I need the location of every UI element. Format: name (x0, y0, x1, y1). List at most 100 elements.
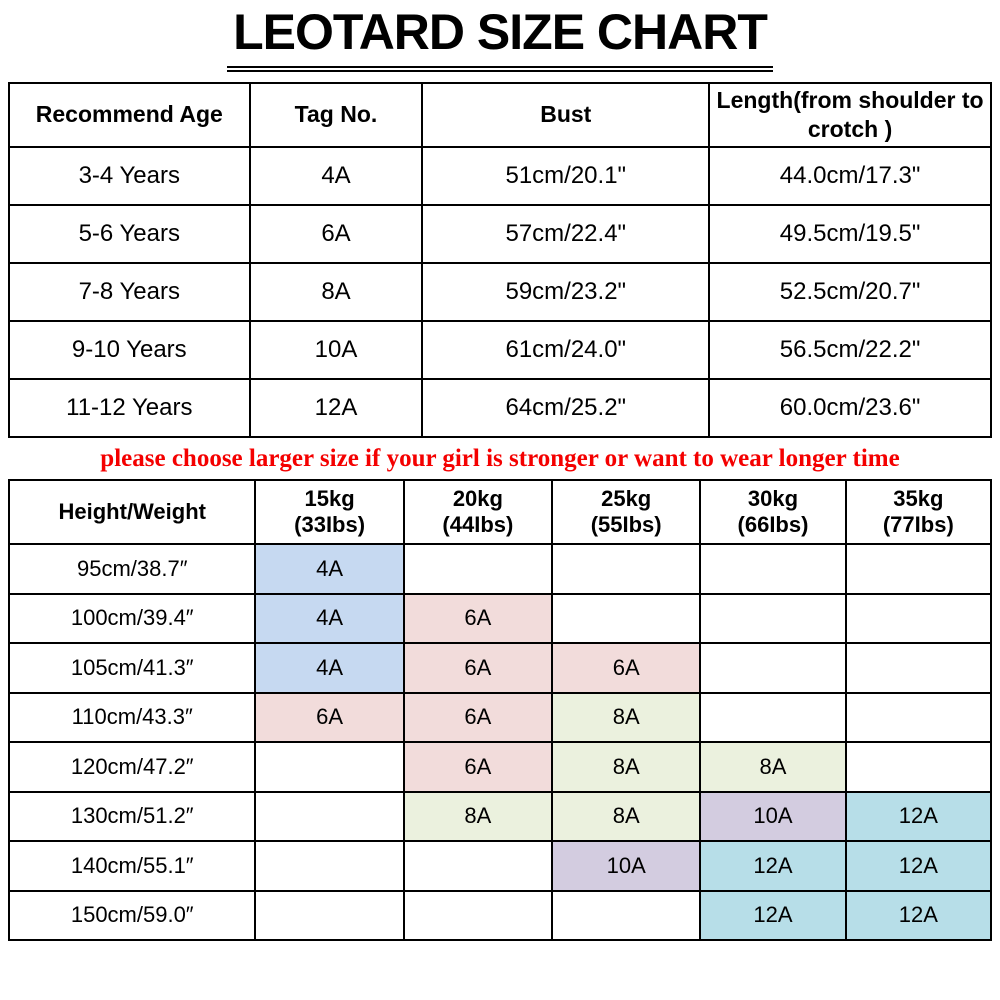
size-cell: 11-12 Years (8, 377, 251, 438)
matrix-cell-8a: 8A (551, 741, 702, 793)
header-height-weight: Height/Weight (7, 479, 257, 545)
matrix-cell-8a: 8A (551, 790, 702, 842)
weight-header: 30kg (66Ibs) (699, 479, 847, 545)
matrix-cell-6a: 6A (254, 691, 405, 743)
size-table-row: 7-8 Years 8A 59cm/23.2" 52.5cm/20.7" (8, 261, 992, 322)
size-cell: 12A (248, 377, 424, 438)
matrix-cell-6a: 6A (402, 741, 554, 793)
matrix-cell-empty (699, 691, 847, 743)
matrix-cell-empty (699, 592, 847, 644)
size-table-row: 3-4 Years 4A 51cm/20.1" 44.0cm/17.3" (8, 145, 992, 206)
size-table-header-row: Recommend Age Tag No. Bust Length(from s… (8, 81, 992, 148)
matrix-table-row: 110cm/43.3″ 6A 6A 8A (7, 691, 993, 743)
height-label: 95cm/38.7″ (7, 543, 257, 595)
height-label: 120cm/47.2″ (7, 741, 257, 793)
matrix-cell-6a: 6A (402, 691, 554, 743)
weight-header: 15kg (33Ibs) (254, 479, 405, 545)
matrix-cell-4a: 4A (254, 642, 405, 694)
weight-header: 35kg (77Ibs) (844, 479, 993, 545)
matrix-cell-empty (551, 592, 702, 644)
matrix-cell-6a: 6A (551, 642, 702, 694)
size-table-row: 11-12 Years 12A 64cm/25.2" 60.0cm/23.6" (8, 377, 992, 438)
height-label: 150cm/59.0″ (7, 889, 257, 941)
header-tag-no: Tag No. (248, 81, 424, 148)
height-label: 105cm/41.3″ (7, 642, 257, 694)
matrix-table: Height/Weight 15kg (33Ibs) 20kg (44Ibs) 25kg… (7, 479, 993, 941)
size-cell: 4A (248, 145, 424, 206)
matrix-cell-empty (402, 889, 554, 941)
size-cell: 60.0cm/23.6" (708, 377, 992, 438)
height-label: 100cm/39.4″ (7, 592, 257, 644)
weight-header: 20kg (44Ibs) (402, 479, 554, 545)
matrix-table-row: 130cm/51.2″ 8A 8A 10A 12A (7, 790, 993, 842)
size-cell: 8A (248, 261, 424, 322)
size-cell: 49.5cm/19.5" (708, 203, 992, 264)
matrix-cell-12a: 12A (699, 840, 847, 892)
height-label: 140cm/55.1″ (7, 840, 257, 892)
matrix-table-header-row: Height/Weight 15kg (33Ibs) 20kg (44Ibs) 25kg… (7, 479, 993, 545)
matrix-cell-empty (551, 889, 702, 941)
matrix-cell-empty (844, 741, 993, 793)
size-cell: 7-8 Years (8, 261, 251, 322)
matrix-table-row: 95cm/38.7″ 4A (7, 543, 993, 595)
size-cell: 9-10 Years (8, 319, 251, 380)
matrix-cell-4a: 4A (254, 543, 405, 595)
matrix-table-row: 120cm/47.2″ 6A 8A 8A (7, 741, 993, 793)
matrix-cell-10a: 10A (699, 790, 847, 842)
matrix-cell-8a: 8A (699, 741, 847, 793)
matrix-cell-4a: 4A (254, 592, 405, 644)
matrix-cell-empty (699, 543, 847, 595)
weight-header: 25kg (55Ibs) (551, 479, 702, 545)
size-table-row: 5-6 Years 6A 57cm/22.4" 49.5cm/19.5" (8, 203, 992, 264)
header-bust: Bust (421, 81, 711, 148)
title-wrap: LEOTARD SIZE CHART (8, 4, 992, 72)
header-recommend-age: Recommend Age (8, 81, 251, 148)
size-cell: 56.5cm/22.2" (708, 319, 992, 380)
matrix-table-row: 105cm/41.3″ 4A 6A 6A (7, 642, 993, 694)
matrix-cell-empty (254, 889, 405, 941)
size-cell: 64cm/25.2" (421, 377, 711, 438)
header-length: Length(from shoulder to crotch ) (708, 81, 992, 148)
size-table-row: 9-10 Years 10A 61cm/24.0" 56.5cm/22.2" (8, 319, 992, 380)
matrix-cell-empty (254, 840, 405, 892)
matrix-cell-6a: 6A (402, 642, 554, 694)
matrix-cell-8a: 8A (551, 691, 702, 743)
size-cell: 51cm/20.1" (421, 145, 711, 206)
matrix-cell-12a: 12A (844, 790, 993, 842)
matrix-cell-empty (402, 543, 554, 595)
matrix-table-row: 150cm/59.0″ 12A 12A (7, 889, 993, 941)
size-cell: 57cm/22.4" (421, 203, 711, 264)
size-cell: 61cm/24.0" (421, 319, 711, 380)
matrix-cell-8a: 8A (402, 790, 554, 842)
matrix-table-body: 95cm/38.7″ 4A 100cm/39.4″ 4A 6A 105cm/41.3″ 4A… (7, 543, 993, 941)
matrix-cell-empty (844, 592, 993, 644)
page-title: LEOTARD SIZE CHART (227, 6, 773, 72)
matrix-cell-10a: 10A (551, 840, 702, 892)
matrix-cell-empty (254, 790, 405, 842)
note-text: please choose larger size if your girl i… (100, 444, 900, 472)
size-cell: 6A (248, 203, 424, 264)
size-cell: 5-6 Years (8, 203, 251, 264)
matrix-cell-12a: 12A (844, 840, 993, 892)
size-cell: 44.0cm/17.3" (708, 145, 992, 206)
size-table: Recommend Age Tag No. Bust Length(from s… (8, 81, 992, 438)
matrix-table-row: 100cm/39.4″ 4A 6A (7, 592, 993, 644)
height-label: 130cm/51.2″ (7, 790, 257, 842)
matrix-cell-empty (844, 543, 993, 595)
height-label: 110cm/43.3″ (7, 691, 257, 743)
matrix-table-row: 140cm/55.1″ 10A 12A 12A (7, 840, 993, 892)
matrix-cell-12a: 12A (844, 889, 993, 941)
size-cell: 59cm/23.2" (421, 261, 711, 322)
matrix-cell-6a: 6A (402, 592, 554, 644)
size-cell: 3-4 Years (8, 145, 251, 206)
matrix-cell-empty (254, 741, 405, 793)
matrix-cell-empty (844, 642, 993, 694)
matrix-cell-empty (699, 642, 847, 694)
size-cell: 10A (248, 319, 424, 380)
matrix-cell-empty (844, 691, 993, 743)
matrix-cell-empty (402, 840, 554, 892)
size-cell: 52.5cm/20.7" (708, 261, 992, 322)
matrix-cell-12a: 12A (699, 889, 847, 941)
size-table-body: 3-4 Years 4A 51cm/20.1" 44.0cm/17.3" 5-6 Yea… (8, 145, 992, 438)
